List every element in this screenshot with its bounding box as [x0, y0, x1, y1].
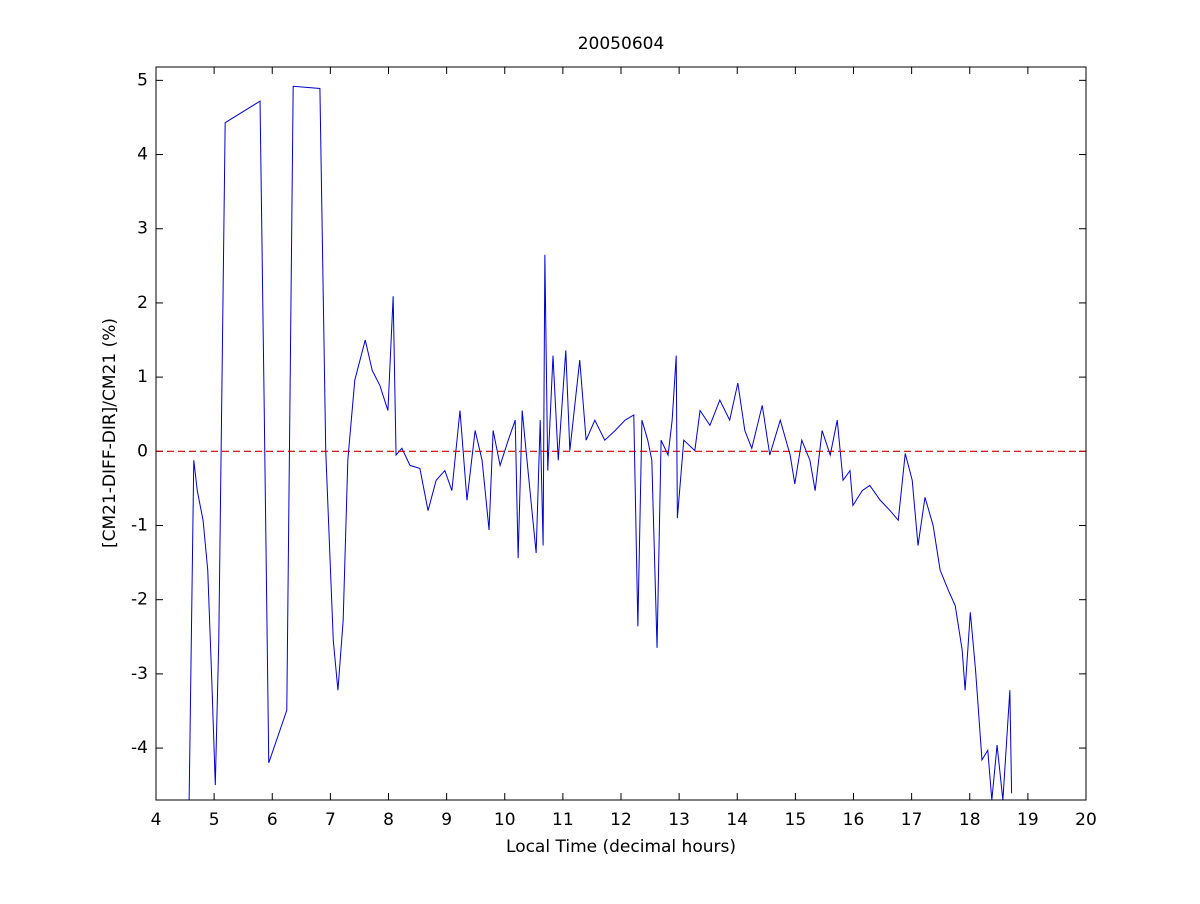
x-tick-label: 8 — [383, 810, 394, 830]
x-tick-label: 9 — [441, 810, 452, 830]
x-tick-label: 16 — [843, 810, 865, 830]
data-line — [188, 85, 1013, 800]
axes-box — [155, 66, 1087, 801]
x-tick-label: 7 — [325, 810, 336, 830]
x-tick-label: 6 — [267, 810, 278, 830]
y-tick-label: -2 — [131, 590, 148, 610]
x-tick-label: 4 — [151, 810, 162, 830]
x-tick-label: 12 — [610, 810, 632, 830]
y-tick-label: -4 — [131, 738, 148, 758]
x-axis-label: Local Time (decimal hours) — [506, 837, 736, 857]
x-tick-label: 18 — [959, 810, 981, 830]
y-axis-label: [CM21-DIFF-DIR]/CM21 (%) — [100, 318, 120, 548]
x-tick-label: 5 — [209, 810, 220, 830]
x-tick-label: 17 — [901, 810, 923, 830]
y-tick-label: 3 — [137, 219, 148, 239]
chart-title: 20050604 — [578, 34, 665, 54]
y-tick-label: 1 — [137, 367, 148, 387]
x-tick-label: 11 — [552, 810, 574, 830]
y-tick-label: 4 — [137, 145, 148, 165]
x-tick-label: 20 — [1075, 810, 1097, 830]
x-tick-label: 10 — [494, 810, 516, 830]
x-tick-label: 13 — [668, 810, 690, 830]
y-tick-label: 5 — [137, 70, 148, 90]
y-tick-label: -3 — [131, 664, 148, 684]
y-tick-label: 0 — [137, 441, 148, 461]
x-tick-label: 15 — [785, 810, 807, 830]
y-tick-label: 2 — [137, 293, 148, 313]
y-tick-label: -1 — [131, 515, 148, 535]
x-tick-label: 19 — [1017, 810, 1039, 830]
x-tick-label: 14 — [726, 810, 748, 830]
